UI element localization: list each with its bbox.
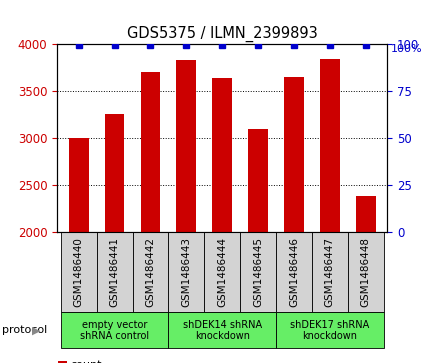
Bar	[276, 232, 312, 312]
Text: GSM1486444: GSM1486444	[217, 237, 227, 307]
Text: count: count	[70, 360, 102, 363]
Text: GSM1486440: GSM1486440	[74, 237, 84, 307]
Bar	[61, 232, 97, 312]
Bar	[348, 232, 384, 312]
Text: GSM1486443: GSM1486443	[181, 237, 191, 307]
Text: empty vector
shRNA control: empty vector shRNA control	[80, 319, 149, 341]
Bar	[320, 59, 340, 232]
Bar	[284, 77, 304, 232]
Bar	[132, 232, 169, 312]
Text: GSM1486441: GSM1486441	[110, 237, 120, 307]
Bar	[213, 78, 232, 232]
Bar	[169, 312, 276, 348]
Bar	[69, 138, 88, 232]
Text: 100%: 100%	[391, 44, 422, 54]
Bar	[356, 196, 376, 232]
Text: protocol: protocol	[2, 325, 48, 335]
Text: ■: ■	[57, 358, 68, 363]
Bar	[240, 232, 276, 312]
Title: GDS5375 / ILMN_2399893: GDS5375 / ILMN_2399893	[127, 26, 318, 42]
Text: shDEK14 shRNA
knockdown: shDEK14 shRNA knockdown	[183, 319, 262, 341]
Text: ▶: ▶	[32, 325, 40, 335]
Bar	[141, 72, 160, 232]
Bar	[276, 312, 384, 348]
Text: GSM1486442: GSM1486442	[146, 237, 155, 307]
Bar	[312, 232, 348, 312]
Text: GSM1486445: GSM1486445	[253, 237, 263, 307]
Text: shDEK17 shRNA
knockdown: shDEK17 shRNA knockdown	[290, 319, 370, 341]
Text: GSM1486446: GSM1486446	[289, 237, 299, 307]
Text: GSM1486448: GSM1486448	[361, 237, 370, 307]
Text: GSM1486447: GSM1486447	[325, 237, 335, 307]
Bar	[169, 232, 204, 312]
Bar	[105, 114, 125, 232]
Bar	[204, 232, 240, 312]
Bar	[248, 129, 268, 232]
Bar	[176, 60, 196, 232]
Bar	[61, 312, 169, 348]
Bar	[97, 232, 132, 312]
